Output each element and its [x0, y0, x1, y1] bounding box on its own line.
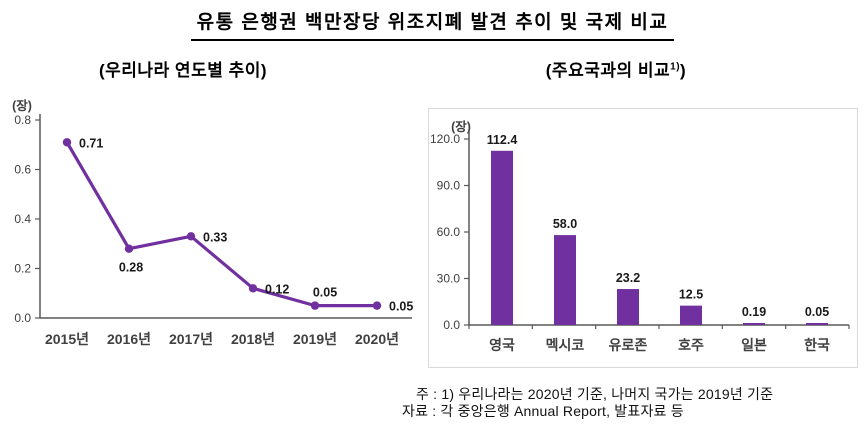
bar	[806, 323, 828, 325]
x-category-label: 2017년	[169, 331, 213, 347]
right-chart-subtitle-footnote-marker: 1)	[670, 61, 681, 73]
figure-title-row: 유통 은행권 백만장당 위조지폐 발견 추이 및 국제 비교	[0, 7, 865, 41]
value-label: 0.05	[805, 305, 829, 319]
y-tick-label: 0.6	[14, 163, 31, 177]
x-category-label: 2020년	[355, 331, 399, 347]
bar	[617, 289, 639, 325]
data-point-marker	[186, 232, 196, 241]
x-category-label: 2015년	[45, 331, 89, 347]
bar	[554, 235, 576, 325]
right-chart-subtitle: (주요국과의 비교1))	[430, 56, 802, 81]
line-series	[65, 140, 379, 308]
y-tick-label: 0.4	[14, 212, 31, 226]
right-chart-subtitle-close-paren: )	[680, 61, 687, 80]
footnotes: 주 : 1) 우리나라는 2020년 기준, 나머지 국가는 2019년 기준 …	[402, 386, 773, 419]
value-label: 58.0	[553, 217, 577, 231]
figure-title: 유통 은행권 백만장당 위조지폐 발견 추이 및 국제 비교	[190, 7, 675, 41]
bar-chart-international-comparison: (장) 0.0 30.0 60.0 90.0 120.0 112.4 영국 58.0 멕시코 23.…	[430, 119, 850, 353]
x-category-label: 일본	[741, 337, 767, 353]
right-chart-subtitle-text: (주요국과의 비교	[545, 61, 671, 80]
data-label: 0.71	[79, 136, 103, 150]
data-point-marker	[124, 244, 134, 253]
bar	[680, 305, 702, 325]
data-point-marker	[62, 138, 72, 147]
x-category-label: 2016년	[107, 331, 151, 347]
y-axis-unit-label: (장)	[12, 98, 32, 113]
y-tick-label: 0.2	[14, 262, 31, 276]
data-point-marker	[248, 284, 258, 293]
value-label: 0.19	[742, 305, 766, 319]
data-label: 0.12	[265, 282, 289, 296]
left-chart-subtitle: (우리나라 연도별 추이)	[98, 61, 268, 80]
x-category-label: 2018년	[231, 331, 275, 347]
data-label: 0.28	[119, 261, 143, 275]
x-category-label: 영국	[489, 337, 515, 353]
x-category-label: 2019년	[293, 331, 337, 347]
bar-chart-frame: (장) 0.0 30.0 60.0 90.0 120.0 112.4 영국 58.0 멕시코 23.…	[428, 108, 858, 368]
y-axis-unit-label: (장)	[451, 119, 471, 134]
data-point-marker	[310, 301, 320, 310]
value-label: 12.5	[679, 288, 703, 302]
y-tick-label: 90.0	[437, 179, 461, 193]
y-tick-label: 0.0	[14, 311, 31, 325]
data-label: 0.05	[313, 286, 337, 300]
y-tick-label: 60.0	[437, 225, 461, 239]
y-tick-label: 30.0	[437, 272, 461, 286]
bar	[491, 150, 513, 325]
x-category-label: 호주	[678, 337, 704, 353]
line-chart-korea-trend: (장) 0.0 0.2 0.4 0.6 0.8 2015년 2016년 2017년 2018년 20…	[12, 98, 413, 347]
note-line-2: 자료 : 각 중앙은행 Annual Report, 발표자료 등	[402, 402, 684, 419]
y-tick-label: 0.0	[443, 318, 460, 332]
value-label: 112.4	[487, 133, 518, 147]
y-tick-label: 0.8	[14, 113, 31, 127]
y-tick-label: 120.0	[430, 132, 460, 146]
data-label: 0.33	[203, 230, 227, 244]
x-category-label: 멕시코	[546, 337, 585, 353]
value-label: 23.2	[616, 271, 640, 285]
note-line-1: 주 : 1) 우리나라는 2020년 기준, 나머지 국가는 2019년 기준	[416, 386, 774, 402]
x-category-label: 한국	[804, 337, 830, 353]
bar	[743, 323, 765, 325]
data-label: 0.05	[389, 300, 413, 314]
data-point-marker	[372, 301, 382, 310]
x-category-label: 유로존	[609, 337, 648, 353]
